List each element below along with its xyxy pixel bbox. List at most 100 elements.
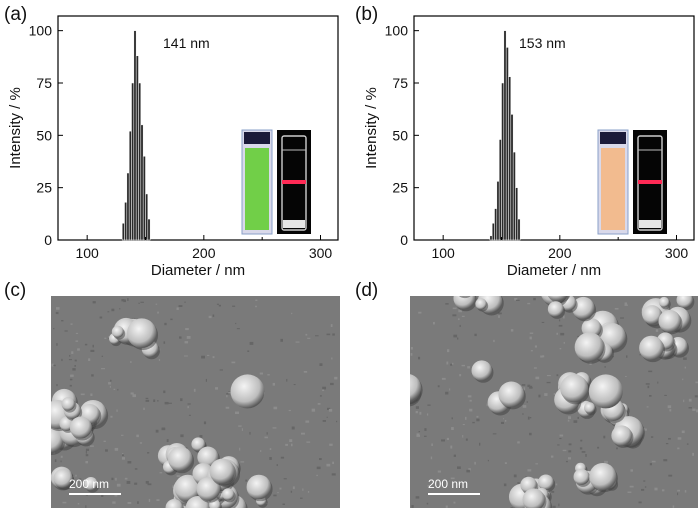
nanoparticle — [639, 335, 664, 361]
histogram-bar — [142, 156, 146, 241]
cuvette-outline — [281, 135, 307, 231]
nanoparticle — [221, 488, 235, 501]
laser-beam — [638, 180, 662, 184]
laser-beam — [282, 180, 306, 184]
x-tick-label: 200 — [192, 245, 216, 261]
nanoparticle — [209, 458, 235, 484]
histogram-bar — [489, 235, 493, 241]
x-tick-label: 200 — [548, 245, 572, 261]
histogram-bar — [503, 30, 507, 241]
histogram-bar — [515, 187, 519, 241]
histogram-bar — [140, 124, 144, 241]
nanoparticle — [174, 474, 201, 502]
panel-label-c: (c) — [4, 280, 27, 301]
inset-photo — [597, 129, 667, 235]
nanoparticle — [588, 374, 623, 409]
histogram-bar — [135, 55, 139, 241]
histogram-bar — [508, 76, 512, 241]
y-tick-label: 0 — [44, 232, 52, 248]
nanoparticle — [676, 296, 693, 309]
nanoparticle — [471, 360, 492, 381]
nanoparticle — [522, 488, 546, 508]
histogram-bar — [138, 82, 142, 241]
y-axis-label: Intensity / % — [363, 87, 380, 169]
cuvette-tyndall — [633, 130, 667, 234]
cuvette-cap — [244, 132, 270, 144]
y-tick-label: 50 — [36, 127, 52, 143]
nanoparticle — [69, 416, 92, 439]
cuvette-liquid — [601, 148, 625, 230]
x-axis-label: Diameter / nm — [507, 262, 601, 279]
plot-frame — [413, 15, 695, 241]
scale-bar-label: 200 nm — [428, 477, 468, 491]
x-tick-label: 100 — [431, 245, 455, 261]
cuvette-bottom — [283, 220, 305, 228]
cuvette-fluorescent — [597, 129, 629, 235]
nanoparticle — [197, 446, 219, 468]
histogram-bar — [124, 202, 128, 241]
nanoparticle — [475, 298, 487, 310]
histogram-bar — [147, 218, 151, 241]
nanoparticle — [53, 468, 73, 488]
y-tick-label: 75 — [36, 75, 52, 91]
nanoparticle — [196, 477, 221, 501]
histogram-bar — [133, 30, 137, 241]
scale-bar-label: 200 nm — [69, 477, 109, 491]
sem-background — [410, 296, 698, 508]
cuvette-bottom — [639, 220, 661, 228]
panel-label-a: (a) — [4, 4, 28, 25]
cuvette-outline — [637, 135, 663, 231]
cuvette-liquid — [245, 148, 269, 230]
nanoparticle — [658, 309, 681, 333]
histogram-bar — [126, 172, 130, 241]
y-tick-label: 0 — [400, 232, 408, 248]
histogram-bar — [496, 181, 500, 241]
y-tick-label: 100 — [29, 23, 53, 39]
nanoparticle — [658, 296, 670, 308]
nanoparticle — [165, 499, 183, 508]
sem-image-d: 200 nm — [410, 296, 698, 508]
nanoparticle — [574, 332, 604, 362]
histogram-bar — [145, 193, 149, 241]
nanoparticle — [246, 474, 272, 500]
x-tick-label: 100 — [75, 245, 99, 261]
nanoparticle — [584, 402, 596, 414]
inset-photo — [241, 129, 311, 235]
nanoparticle — [611, 425, 632, 446]
nanoparticle — [560, 374, 589, 403]
cuvette-cap — [600, 132, 626, 144]
nanoparticle — [572, 296, 595, 320]
histogram-bar — [121, 223, 125, 241]
histogram-bar — [505, 47, 509, 241]
nanoparticle — [61, 397, 75, 411]
nanoparticle — [642, 305, 662, 325]
histogram-bar — [517, 218, 521, 241]
cuvette-fluorescent — [241, 129, 273, 235]
nanoparticle — [191, 437, 206, 452]
x-axis-label: Diameter / nm — [151, 262, 245, 279]
peak-annotation: 153 nm — [519, 35, 566, 51]
nanoparticle — [538, 474, 554, 491]
histogram-bar — [501, 82, 505, 241]
panel-label-b: (b) — [355, 4, 379, 25]
nanoparticle — [111, 325, 124, 338]
peak-annotation: 141 nm — [163, 35, 210, 51]
nanoparticle — [230, 374, 265, 409]
x-tick-label: 300 — [309, 245, 333, 261]
histogram-bar — [128, 130, 132, 241]
nanoparticle — [410, 374, 422, 402]
histogram-bar — [491, 223, 495, 241]
nanoparticle — [547, 296, 568, 302]
y-tick-label: 100 — [385, 23, 409, 39]
histogram-bar — [494, 208, 498, 241]
nanoparticle — [573, 468, 590, 485]
histogram-bar — [512, 151, 516, 241]
nanoparticle — [84, 476, 98, 491]
histogram-bar — [498, 139, 502, 241]
nanoparticle — [167, 446, 193, 472]
x-tick-label: 300 — [665, 245, 689, 261]
y-tick-label: 25 — [36, 180, 52, 196]
histogram-bar — [131, 82, 135, 241]
nanoparticle — [547, 301, 564, 317]
sem-image-c: 200 nm — [51, 296, 340, 508]
